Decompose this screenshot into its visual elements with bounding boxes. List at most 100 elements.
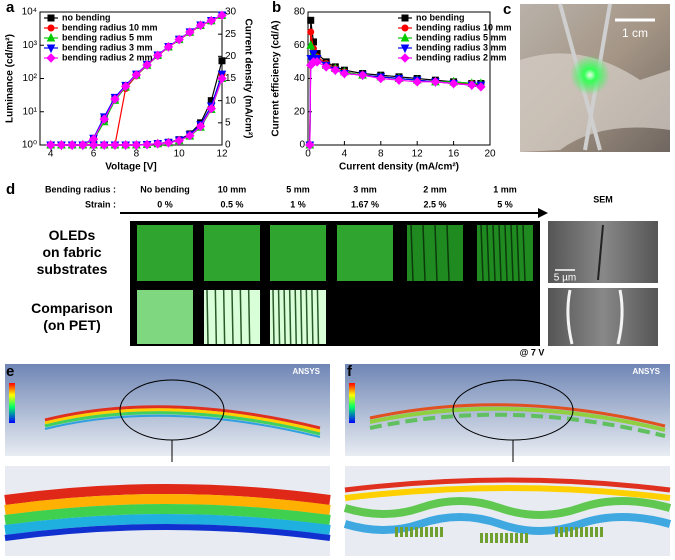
marker xyxy=(309,50,318,59)
y2-tick-label: 5 xyxy=(225,117,231,128)
crack xyxy=(206,289,209,345)
simulation-e xyxy=(4,364,331,556)
simulation-f xyxy=(343,364,672,556)
zoom-band xyxy=(4,494,331,515)
zoom-band xyxy=(4,504,331,525)
y2-tick-label: 30 xyxy=(225,7,237,18)
marker xyxy=(78,140,88,150)
image-panel xyxy=(130,221,540,346)
zoom-band xyxy=(4,484,331,505)
y-tick-label: 10⁰ xyxy=(22,140,37,151)
sem-image xyxy=(548,288,658,346)
legend-label: bending radius 2 mm xyxy=(62,52,153,62)
sem-crack xyxy=(597,224,604,281)
legend-marker xyxy=(47,24,55,32)
y2-tick-label: 25 xyxy=(225,29,237,40)
series-line xyxy=(50,78,223,146)
panel-label: c xyxy=(503,1,511,18)
row-label: Comparison (on PET) xyxy=(31,300,113,333)
marker xyxy=(339,68,350,79)
y-axis-label: Luminance (cd/m²) xyxy=(5,34,16,123)
crack xyxy=(283,289,286,345)
x-tick-label: 4 xyxy=(342,149,348,160)
marker xyxy=(357,70,368,80)
crack xyxy=(480,224,484,282)
crack xyxy=(316,289,320,345)
marker xyxy=(195,121,206,132)
crack xyxy=(300,289,303,345)
y2-tick-label: 10 xyxy=(225,95,237,106)
marker xyxy=(394,75,404,85)
sem-crack xyxy=(566,289,624,345)
strain: 5 % xyxy=(497,199,513,209)
marker xyxy=(217,73,227,84)
crack xyxy=(504,224,508,282)
y-tick-label: 10² xyxy=(23,73,38,84)
zoom-band xyxy=(344,485,671,501)
marker xyxy=(307,16,315,24)
sim-band xyxy=(369,403,666,428)
row-label-line: substrates xyxy=(37,261,108,277)
series-line xyxy=(50,78,223,146)
legend-marker xyxy=(400,44,410,54)
sim-band xyxy=(369,406,666,432)
crack xyxy=(214,289,218,345)
sim-colorbar xyxy=(349,383,355,423)
legend-label: bending radius 10 mm xyxy=(416,22,512,32)
legend-marker xyxy=(401,24,409,32)
scale-label: 1 cm xyxy=(622,26,648,40)
series-line xyxy=(50,73,223,146)
oled-cell xyxy=(270,225,326,281)
zoom-pattern xyxy=(395,527,605,543)
marker xyxy=(412,77,422,87)
sim-band xyxy=(44,405,321,430)
row-label-line: on fabric xyxy=(42,244,101,260)
marker xyxy=(142,139,152,150)
crack xyxy=(434,224,438,282)
marker xyxy=(131,70,142,80)
bending-radius: 5 mm xyxy=(286,184,310,194)
crack xyxy=(294,289,297,345)
marker xyxy=(430,77,441,87)
row-label-line: OLEDs xyxy=(49,227,96,243)
panel-label: d xyxy=(6,181,15,198)
marker xyxy=(217,10,227,21)
x-tick-label: 0 xyxy=(305,149,311,160)
crack xyxy=(231,289,234,345)
marker xyxy=(185,130,195,141)
marker xyxy=(321,62,331,72)
crack xyxy=(516,224,520,282)
row-label: OLEDs on fabric substrates xyxy=(37,227,108,277)
bending-radius: 3 mm xyxy=(353,184,377,194)
sim-band xyxy=(369,412,666,438)
row-label-line: (on PET) xyxy=(43,317,101,333)
voltage: @ 7 V xyxy=(520,347,545,357)
y2-axis-label: Current density (mA/cm²) xyxy=(242,18,253,138)
x-tick-label: 6 xyxy=(91,149,97,160)
sim-colorbar xyxy=(9,383,15,423)
zoom-band xyxy=(344,477,671,493)
row-label-line: Comparison xyxy=(31,300,113,316)
photo-glow xyxy=(570,55,610,95)
marker xyxy=(163,138,174,148)
crack xyxy=(305,289,309,345)
strain: 0 % xyxy=(157,199,173,209)
crack xyxy=(498,224,502,282)
marker xyxy=(153,50,163,61)
crack xyxy=(288,289,292,345)
panel-label: b xyxy=(272,0,281,16)
marker xyxy=(305,140,315,150)
sem-scale: 5 µm xyxy=(554,273,576,284)
marker xyxy=(206,15,217,26)
marker xyxy=(45,140,56,150)
bending-radius: No bending xyxy=(140,184,190,194)
panel-label: f xyxy=(347,363,353,380)
legend-label: no bending xyxy=(416,12,465,22)
sim-band xyxy=(44,414,321,438)
row-header: Strain : xyxy=(85,199,116,209)
marker xyxy=(67,140,77,150)
crack xyxy=(410,224,414,282)
software-label: ANSYS xyxy=(292,367,320,376)
legend-marker xyxy=(400,53,410,63)
